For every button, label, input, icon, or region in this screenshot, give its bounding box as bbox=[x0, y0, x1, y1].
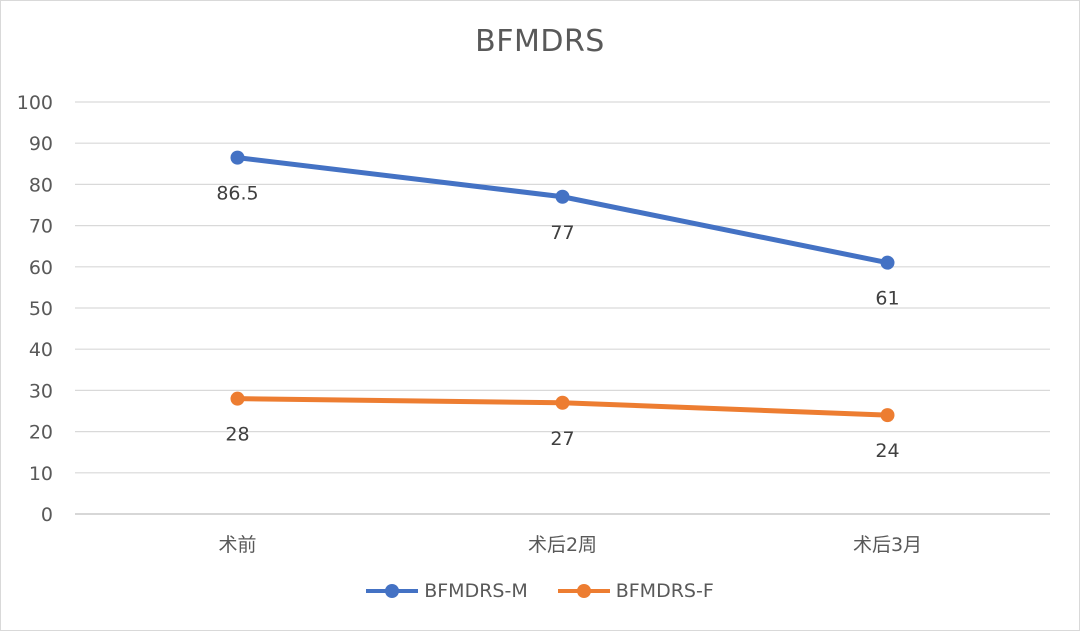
series-line bbox=[235, 155, 890, 266]
y-tick-label: 50 bbox=[29, 298, 53, 320]
y-tick-label: 30 bbox=[29, 380, 53, 402]
data-label: 86.5 bbox=[216, 183, 258, 205]
chart-title: BFMDRS bbox=[475, 24, 605, 59]
y-tick-label: 70 bbox=[29, 216, 53, 238]
y-tick-label: 40 bbox=[29, 339, 53, 361]
y-tick-label: 10 bbox=[29, 463, 53, 485]
legend-item-f: BFMDRS-F bbox=[557, 580, 714, 602]
data-point bbox=[880, 255, 895, 270]
chart-legend: BFMDRS-M BFMDRS-F bbox=[0, 580, 1080, 602]
x-tick-label: 术前 bbox=[218, 534, 256, 556]
data-point bbox=[555, 395, 570, 410]
x-tick-label: 术后2周 bbox=[528, 534, 597, 556]
data-point bbox=[880, 408, 895, 423]
legend-label-f: BFMDRS-F bbox=[615, 580, 714, 602]
data-label: 77 bbox=[550, 222, 574, 244]
y-tick-label: 100 bbox=[17, 92, 53, 114]
data-label: 28 bbox=[225, 424, 249, 446]
y-tick-label: 0 bbox=[41, 504, 53, 526]
legend-marker-m bbox=[366, 584, 419, 598]
data-label: 61 bbox=[875, 288, 899, 310]
data-label: 24 bbox=[875, 440, 899, 462]
data-label: 27 bbox=[550, 428, 574, 450]
legend-marker-f bbox=[557, 584, 610, 598]
data-point bbox=[555, 189, 570, 204]
y-tick-label: 90 bbox=[29, 133, 53, 155]
data-point bbox=[230, 391, 245, 406]
y-tick-label: 80 bbox=[29, 174, 53, 196]
y-tick-label: 20 bbox=[29, 422, 53, 444]
y-tick-label: 60 bbox=[29, 257, 53, 279]
legend-item-m: BFMDRS-M bbox=[366, 580, 528, 602]
x-tick-label: 术后3月 bbox=[853, 534, 922, 556]
legend-label-m: BFMDRS-M bbox=[424, 580, 528, 602]
data-point bbox=[230, 150, 245, 165]
